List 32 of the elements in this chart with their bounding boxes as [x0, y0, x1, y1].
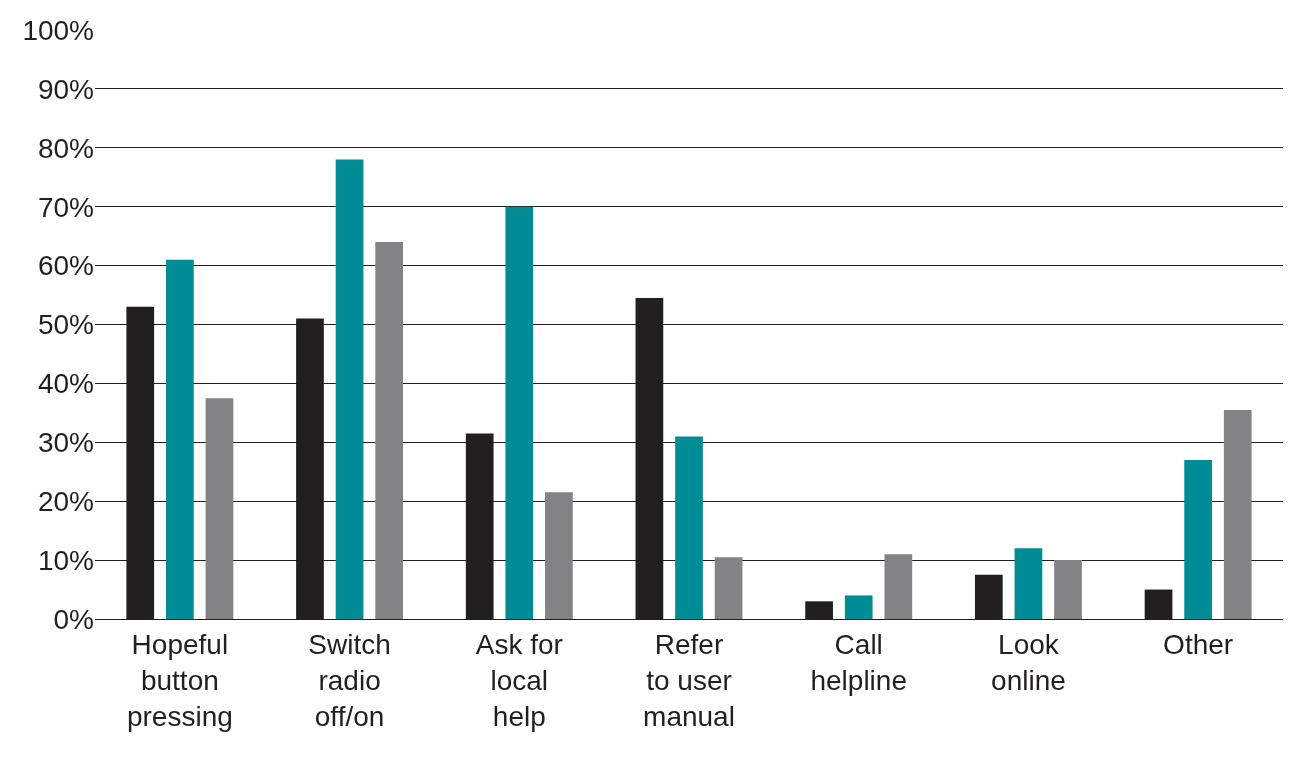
y-tick-label: 70% — [37, 191, 94, 223]
y-tick-label: 40% — [37, 368, 94, 400]
y-tick-label: 20% — [37, 486, 94, 517]
y-tick-label: 50% — [37, 309, 94, 341]
bar — [335, 159, 364, 619]
y-tick-label: 0% — [53, 603, 94, 635]
x-tick-label: Refer to user manual — [643, 628, 735, 733]
bar — [675, 436, 703, 619]
y-tick-label: 30% — [37, 427, 94, 459]
x-tick-label: Other — [1163, 628, 1234, 660]
bar — [1054, 560, 1082, 619]
bar — [205, 398, 234, 619]
x-tick-label: Hopeful button pressing — [126, 628, 233, 733]
bar — [1223, 409, 1252, 619]
x-tick-label: Ask for local help — [475, 628, 563, 733]
bar — [1014, 548, 1043, 619]
bar — [375, 242, 404, 619]
bar — [545, 492, 573, 619]
x-tick-label: Switch radio off/on — [308, 628, 391, 733]
bar — [884, 554, 913, 619]
x-tick-label: Look online — [991, 628, 1066, 696]
bar — [166, 259, 194, 619]
bar — [505, 206, 534, 619]
y-tick-label: 10% — [37, 544, 94, 576]
x-tick-label: Call helpline — [810, 628, 907, 696]
y-tick-label: 60% — [37, 250, 94, 282]
y-tick-label: 90% — [37, 73, 94, 105]
y-tick-label: 100% — [22, 14, 94, 46]
y-tick-label: 80% — [37, 132, 94, 164]
bar — [1184, 459, 1212, 619]
bar — [844, 595, 873, 619]
bar — [714, 557, 743, 619]
